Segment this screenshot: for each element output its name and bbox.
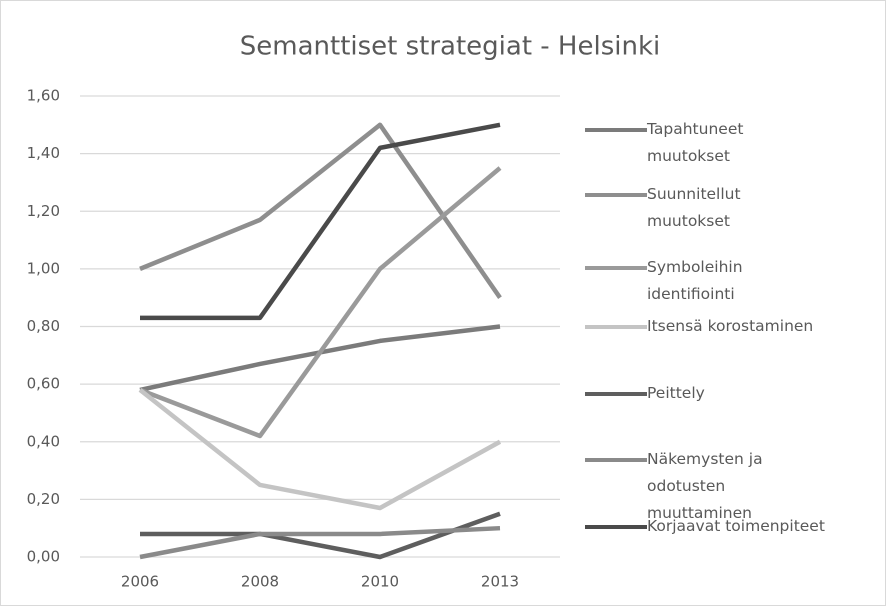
y-tick-label: 0,20 bbox=[27, 490, 60, 508]
legend-label: Symboleihin identifiointi bbox=[647, 258, 743, 303]
series-line bbox=[140, 511, 501, 560]
legend-label: Korjaavat toimenpiteet bbox=[647, 517, 825, 535]
legend-item: Korjaavat toimenpiteet bbox=[585, 513, 825, 540]
y-tick-label: 0,40 bbox=[27, 432, 60, 450]
y-tick-label: 1,60 bbox=[27, 87, 60, 105]
legend-swatch bbox=[585, 325, 647, 329]
legend-swatch bbox=[585, 128, 647, 132]
legend-label: Peittely bbox=[647, 384, 705, 402]
series-line bbox=[140, 122, 501, 321]
legend-item: Näkemysten ja odotusten muuttaminen bbox=[585, 446, 825, 527]
legend-swatch bbox=[585, 392, 647, 396]
legend-item: Tapahtuneet muutokset bbox=[585, 116, 825, 170]
legend-label: Tapahtuneet muutokset bbox=[647, 120, 744, 165]
y-tick-label: 0,00 bbox=[27, 548, 60, 566]
y-tick-label: 0,80 bbox=[27, 317, 60, 335]
legend-label: Näkemysten ja odotusten muuttaminen bbox=[647, 450, 763, 522]
legend-swatch bbox=[585, 458, 647, 462]
legend-item: Peittely bbox=[585, 380, 825, 407]
y-tick-label: 1,20 bbox=[27, 202, 60, 220]
x-tick-label: 2010 bbox=[361, 573, 399, 591]
legend-item: Suunnitellut muutokset bbox=[585, 181, 825, 235]
y-tick-label: 0,60 bbox=[27, 375, 60, 393]
legend-swatch bbox=[585, 193, 647, 197]
legend-swatch bbox=[585, 525, 647, 529]
y-tick-label: 1,00 bbox=[27, 259, 60, 277]
series-line bbox=[138, 388, 502, 511]
x-tick-label: 2006 bbox=[121, 573, 159, 591]
series-line bbox=[139, 122, 502, 299]
legend-item: Itsensä korostaminen bbox=[585, 313, 825, 340]
x-tick-label: 2013 bbox=[481, 573, 519, 591]
series-line bbox=[139, 525, 501, 560]
legend-label: Suunnitellut muutokset bbox=[647, 185, 741, 230]
chart-title: Semanttiset strategiat - Helsinki bbox=[240, 32, 660, 62]
legend-item: Symboleihin identifiointi bbox=[585, 254, 825, 308]
legend-swatch bbox=[585, 266, 647, 270]
y-tick-label: 1,40 bbox=[27, 144, 60, 162]
legend-label: Itsensä korostaminen bbox=[647, 317, 814, 335]
series-line bbox=[139, 166, 502, 439]
x-tick-label: 2008 bbox=[241, 573, 279, 591]
